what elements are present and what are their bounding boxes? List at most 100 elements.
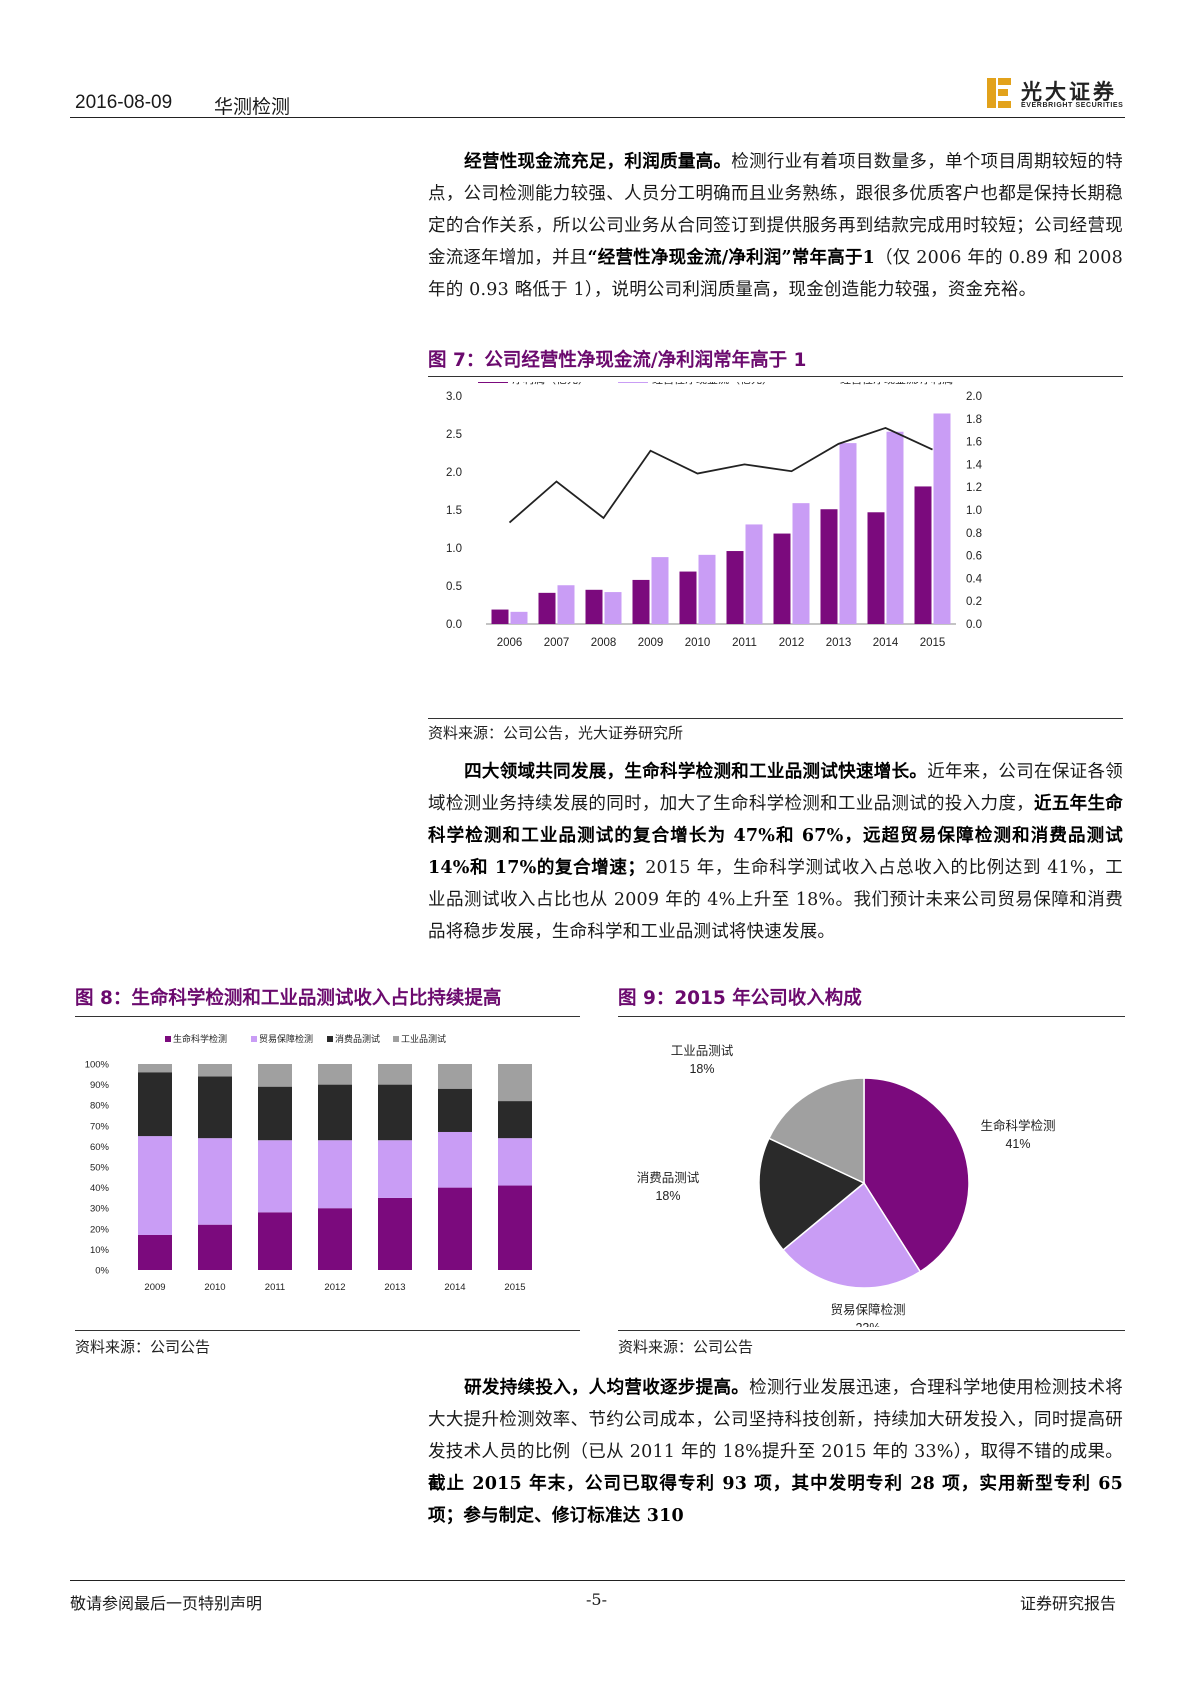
bar-segment-consumer <box>138 1072 172 1137</box>
bar-net-profit <box>820 509 838 624</box>
figure8-bottom-rule <box>75 1330 580 1331</box>
company-name: 华测检测 <box>214 96 291 118</box>
bar-segment-trade-assurance <box>318 1140 352 1209</box>
brand-logo-icon <box>987 78 1011 108</box>
y-tick-label-right: 1.2 <box>966 482 982 494</box>
x-tick-label: 2015 <box>920 637 946 649</box>
bar-cashflow <box>839 443 857 624</box>
bar-net-profit <box>773 533 791 624</box>
x-tick-label: 2013 <box>826 637 852 649</box>
figure8-title: 图 8：生命科学检测和工业品测试收入占比持续提高 <box>75 988 502 1009</box>
y-tick-label: 60% <box>90 1142 110 1153</box>
y-tick-label-right: 1.6 <box>966 437 982 449</box>
bar-cashflow <box>557 585 575 624</box>
pie-slice-trade-assurance-percent: 23% <box>855 1321 880 1327</box>
bar-cashflow <box>510 611 528 624</box>
bar-net-profit <box>726 551 744 624</box>
y-tick-label-right: 2.0 <box>966 391 982 403</box>
legend-industrial-label: 工业品测试 <box>401 1033 446 1044</box>
paragraph-growth-text: 近年来，公司在保证各领域检测业务持续发展的同时，加大了生命科学检测和工业品测试的… <box>428 762 1123 814</box>
y-tick-label-right: 1.4 <box>966 459 983 471</box>
figure9-source: 资料来源：公司公告 <box>618 1338 754 1356</box>
y-tick-label-left: 2.5 <box>446 429 462 441</box>
pie-slice-industrial-percent: 18% <box>689 1062 714 1076</box>
paragraph-cashflow-text: 检测行业有着项目数量多，单个项目周期较短的特点，公司检测能力较强、人员分工明确而… <box>428 152 1124 268</box>
paragraph-cashflow: 经营性现金流充足，利润质量高。检测行业有着项目数量多，单个项目周期较短的特点，公… <box>428 146 1123 306</box>
y-tick-label-left: 1.5 <box>446 505 462 517</box>
figure8-source: 资料来源：公司公告 <box>75 1338 211 1356</box>
pie-slice-industrial <box>767 1077 865 1185</box>
y-tick-label: 20% <box>90 1224 110 1235</box>
figure7-chart: 净利润（亿元） 经营性净现金流（亿元） 经营性净现金流/净利润 0.0 0.5 1.0 1.… <box>446 382 983 649</box>
pie-slice-trade-assurance-name: 贸易保障检测 <box>830 1302 905 1317</box>
x-tick-label: 2007 <box>544 637 570 649</box>
y-tick-label-right: 0.8 <box>966 528 982 540</box>
y-tick-label-right: 0.6 <box>966 551 982 563</box>
legend-consumer-swatch <box>327 1036 333 1042</box>
y-tick-label: 70% <box>90 1121 110 1132</box>
bar-segment-industrial <box>378 1064 412 1085</box>
bar-net-profit <box>867 512 885 624</box>
bar-segment-consumer <box>498 1101 532 1139</box>
y-tick-label: 50% <box>90 1163 110 1174</box>
legend-life-science-label: 生命科学检测 <box>173 1033 227 1044</box>
y-tick-label-right: 1.8 <box>966 414 982 426</box>
y-tick-label-right: 0.4 <box>966 573 983 585</box>
paragraph-rnd-text: 检测行业发展迅速，合理科学地使用检测技术将大大提升检测效率、节约公司成本，公司坚… <box>428 1378 1124 1462</box>
pie-slice-consumer-percent: 18% <box>655 1189 680 1203</box>
bar-segment-industrial <box>258 1064 292 1087</box>
legend-swatch-cashflow <box>618 382 648 383</box>
bar-segment-trade-assurance <box>438 1131 472 1188</box>
pie-slice-life-science-percent: 41% <box>1005 1137 1030 1151</box>
x-tick-label: 2009 <box>638 637 664 649</box>
x-tick-label: 2011 <box>732 637 757 649</box>
y-tick-label: 90% <box>90 1080 110 1091</box>
legend-trade-assurance-swatch <box>251 1036 257 1042</box>
legend-trade-assurance-label: 贸易保障检测 <box>259 1033 313 1044</box>
bar-segment-trade-assurance <box>378 1140 412 1198</box>
paragraph-cashflow-text2: （仅 2006 年的 0.89 和 2008 年的 0.93 略低于 1），说明… <box>428 248 1123 300</box>
bar-segment-industrial <box>498 1064 532 1102</box>
header-rule <box>70 117 1125 118</box>
pie-slice-life-science-name: 生命科学检测 <box>980 1118 1055 1133</box>
y-tick-label-left: 2.0 <box>446 467 462 479</box>
bar-segment-industrial <box>318 1064 352 1085</box>
y-tick-label-left: 0.5 <box>446 581 462 593</box>
bar-cashflow <box>604 592 622 624</box>
y-tick-label: 30% <box>90 1204 110 1215</box>
bar-net-profit <box>585 589 603 624</box>
x-tick-label: 2013 <box>384 1282 405 1293</box>
bar-cashflow <box>792 503 810 624</box>
legend-label-ratio: 经营性净现金流/净利润 <box>840 382 953 386</box>
x-tick-label: 2014 <box>873 637 899 649</box>
y-tick-label: 0% <box>95 1266 109 1277</box>
bar-segment-life-science <box>378 1197 412 1270</box>
bar-segment-trade-assurance <box>138 1136 172 1235</box>
bar-segment-consumer <box>198 1076 232 1139</box>
bar-segment-industrial <box>138 1064 172 1073</box>
paragraph-cashflow-bold: “经营性净现金流/净利润”常年高于1 <box>587 248 876 268</box>
y-tick-label-left: 3.0 <box>446 391 462 403</box>
y-tick-label: 80% <box>90 1101 110 1112</box>
bar-segment-industrial <box>438 1064 472 1089</box>
x-tick-label: 2011 <box>265 1282 285 1293</box>
bar-cashflow <box>933 413 951 624</box>
bar-net-profit <box>632 579 650 624</box>
legend-industrial-swatch <box>393 1036 399 1042</box>
bar-cashflow <box>886 431 904 624</box>
pie-slice-trade-assurance <box>782 1181 922 1289</box>
bar-segment-trade-assurance <box>498 1138 532 1186</box>
x-tick-label: 2012 <box>779 637 805 649</box>
figure8-chart: 生命科学检测 贸易保障检测 消费品测试 工业品测试 0% 10% 20% 30% 40% 50% 6… <box>85 1033 532 1293</box>
figure9-chart: 生命科学检测 41% 贸易保障检测 23% 消费品测试 18% 工业品测试 18% <box>637 1043 1056 1327</box>
brand-logo: 光大证券 EVERBRIGHT SECURITIES <box>985 76 1125 114</box>
y-tick-label: 40% <box>90 1183 110 1194</box>
bar-net-profit <box>491 609 509 624</box>
y-tick-label-right: 0.0 <box>966 619 982 631</box>
paragraph-growth-lead: 四大领域共同发展，生命科学检测和工业品测试快速增长。 <box>464 762 928 782</box>
figure7-source: 资料来源：公司公告，光大证券研究所 <box>428 724 684 742</box>
y-tick-label-left: 1.0 <box>446 543 462 555</box>
line-cashflow-to-profit-ratio <box>508 426 933 524</box>
bar-segment-life-science <box>138 1234 172 1270</box>
bar-segment-life-science <box>198 1224 232 1270</box>
